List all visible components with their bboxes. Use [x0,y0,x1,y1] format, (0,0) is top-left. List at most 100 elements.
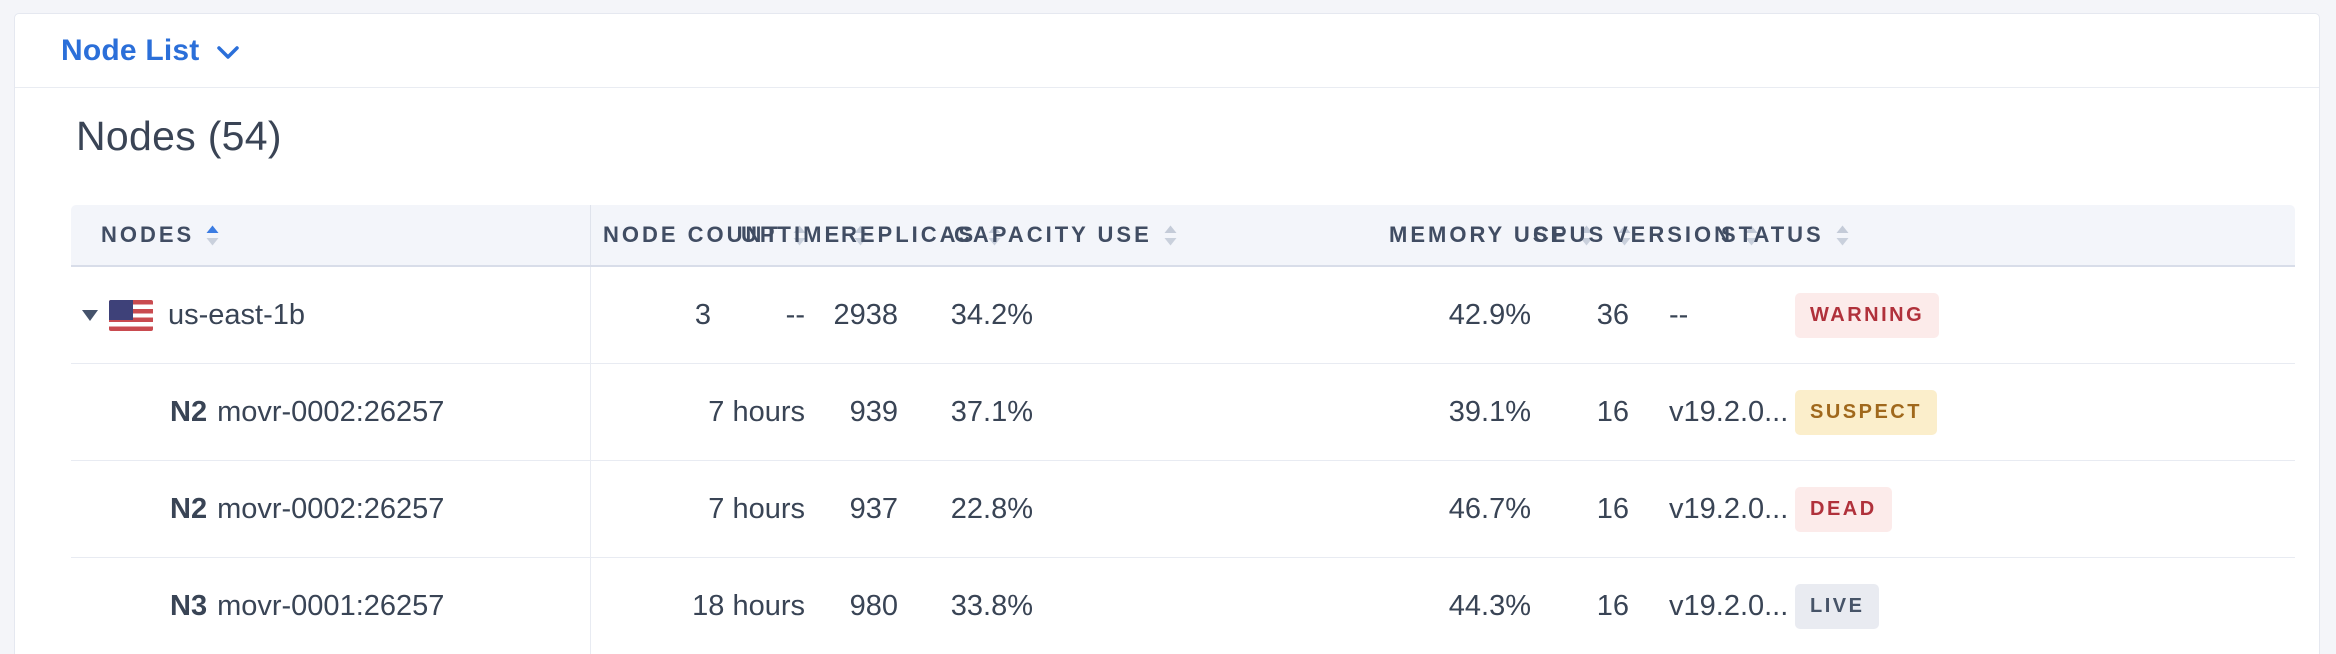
region-name: us-east-1b [168,298,306,331]
node-row[interactable]: N2 movr-0002:26257 7 hours 939 37.1% 39.1% 16 v… [71,364,2295,461]
status-cell: DEAD [1783,461,2295,557]
cpus-value: 16 [1596,589,1629,622]
node-row[interactable]: N2 movr-0002:26257 7 hours 937 22.8% 46.7% 16 v… [71,461,2295,558]
table-body: us-east-1b 3 -- 2938 34.2% 42.9% 36 -- WARNING N2… [71,267,2295,654]
sort-icon [988,225,1001,245]
nodes-cell: N3 movr-0001:26257 [71,558,591,654]
column-header-replicas[interactable]: REPLICAS [833,205,1001,265]
node-id: N2 [170,492,208,525]
status-badge: SUSPECT [1795,389,1937,435]
memory-use-value: 42.9% [1448,298,1531,331]
nodes-cell: N2 movr-0002:26257 [71,364,591,460]
uptime-cell: 18 hours [692,558,833,654]
version-cell: v19.2.0... [1633,461,1788,557]
capacity-use-value: 37.1% [950,395,1033,428]
memory-use-value: 46.7% [1448,492,1531,525]
column-header-version[interactable]: VERSION [1608,205,1758,265]
card-body: Nodes (54) NODES NODE COUNT UPTIME REPLICAS… [15,88,2319,654]
column-header-uptime[interactable]: UPTIME [741,205,867,265]
page-title: Nodes (54) [76,113,282,159]
version-value: v19.2.0... [1669,492,1789,525]
capacity-use-cell: 33.8% [943,558,1088,654]
column-header-nodes[interactable]: NODES [71,205,591,265]
replicas-cell: 937 [833,461,943,557]
column-label: MEMORY USE [1389,222,1569,247]
table-header-row: NODES NODE COUNT UPTIME REPLICAS CAPACITY US… [71,205,2295,267]
status-badge: WARNING [1795,292,1940,338]
column-label: CPUS [1533,222,1607,247]
cpus-cell: 36 [1533,267,1633,363]
sort-icon [1164,225,1177,245]
version-cell: v19.2.0... [1633,364,1788,460]
node-id: N2 [170,395,208,428]
capacity-use-value: 22.8% [950,492,1033,525]
memory-use-value: 39.1% [1448,395,1531,428]
column-label: STATUS [1721,222,1824,247]
node-address: movr-0001:26257 [217,589,445,622]
memory-use-cell: 44.3% [1088,558,1533,654]
region-row[interactable]: us-east-1b 3 -- 2938 34.2% 42.9% 36 -- WARNING [71,267,2295,364]
card-header: Node List [15,14,2319,88]
cpus-value: 36 [1596,298,1629,331]
sort-icon [854,225,867,245]
cpus-cell: 16 [1533,364,1633,460]
nodes-table: NODES NODE COUNT UPTIME REPLICAS CAPACITY US… [71,205,2295,654]
uptime-value: -- [785,298,805,331]
column-label: NODE COUNT [603,222,781,247]
cpus-value: 16 [1596,395,1629,428]
capacity-use-cell: 34.2% [943,267,1088,363]
status-cell: SUSPECT [1783,364,2295,460]
sort-icon [1580,225,1593,245]
memory-use-value: 44.3% [1448,589,1531,622]
column-label: REPLICAS [841,222,977,247]
capacity-use-value: 34.2% [950,298,1033,331]
column-header-capacity-use[interactable]: CAPACITY USE [943,205,1177,265]
replicas-value: 937 [849,492,898,525]
uptime-value: 7 hours [708,492,805,525]
view-switcher-dropdown[interactable]: Node List [61,34,240,68]
memory-use-cell: 39.1% [1088,364,1533,460]
status-cell: WARNING [1783,267,2295,363]
view-switcher-label: Node List [61,33,200,67]
column-header-cpus[interactable]: CPUS [1528,205,1631,265]
us-flag-icon [109,299,153,331]
cpus-value: 16 [1596,492,1629,525]
memory-use-cell: 42.9% [1088,267,1533,363]
version-cell: v19.2.0... [1633,558,1788,654]
replicas-cell: 980 [833,558,943,654]
capacity-use-cell: 22.8% [943,461,1088,557]
memory-use-cell: 46.7% [1088,461,1533,557]
sort-icon [1745,225,1758,245]
node-address: movr-0002:26257 [217,492,445,525]
version-value: -- [1669,298,1689,331]
column-label: UPTIME [741,222,843,247]
status-badge: LIVE [1795,583,1880,629]
replicas-value: 980 [849,589,898,622]
uptime-value: 18 hours [692,589,805,622]
column-header-memory-use[interactable]: MEMORY USE [1088,205,1593,265]
column-label: VERSION [1613,222,1734,247]
column-header-node-count[interactable]: NODE COUNT [591,205,806,265]
triangle-down-icon[interactable] [81,309,99,322]
sort-asc-active-icon [206,225,219,245]
uptime-cell: 7 hours [708,461,833,557]
column-label: CAPACITY USE [954,222,1152,247]
node-count-cell: 3 [591,267,741,363]
node-address: movr-0002:26257 [217,395,445,428]
node-id: N3 [170,589,208,622]
sort-icon [1836,225,1849,245]
node-row[interactable]: N3 movr-0001:26257 18 hours 980 33.8% 44.3% 16… [71,558,2295,654]
version-value: v19.2.0... [1669,395,1789,428]
cpus-cell: 16 [1533,461,1633,557]
chevron-down-icon [217,46,240,59]
nodes-cell: N2 movr-0002:26257 [71,461,591,557]
column-header-status[interactable]: STATUS [1716,205,2295,265]
uptime-cell: 7 hours [708,364,833,460]
nodes-cell: us-east-1b [71,267,591,363]
node-count-value: 3 [694,298,711,331]
capacity-use-value: 33.8% [950,589,1033,622]
version-value: v19.2.0... [1669,589,1789,622]
column-label: NODES [101,222,195,247]
sort-icon [793,225,806,245]
replicas-cell: 2938 [833,267,943,363]
